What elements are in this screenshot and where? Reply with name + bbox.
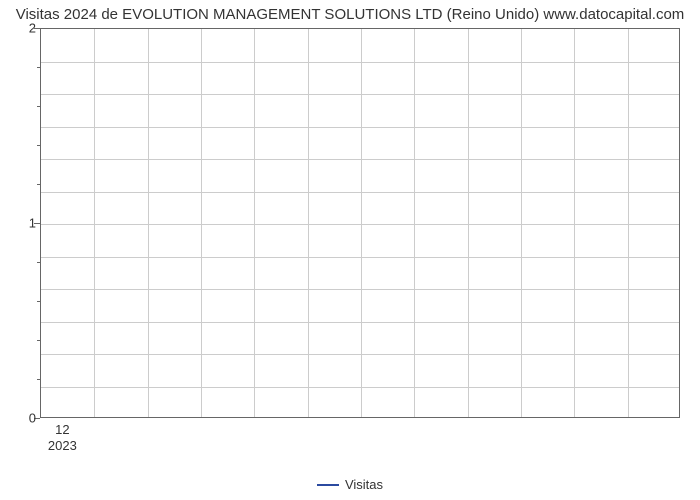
y-tick-minor bbox=[37, 67, 40, 68]
gridline-horizontal bbox=[41, 322, 679, 323]
gridline-horizontal bbox=[41, 94, 679, 95]
y-tick-label: 2 bbox=[6, 21, 36, 36]
x-tick-label: 12 bbox=[55, 422, 69, 437]
x-tick-sub-label: 2023 bbox=[48, 438, 77, 453]
gridline-vertical bbox=[628, 29, 629, 417]
gridline-vertical bbox=[201, 29, 202, 417]
gridline-horizontal bbox=[41, 62, 679, 63]
gridline-vertical bbox=[468, 29, 469, 417]
legend-label: Visitas bbox=[345, 477, 383, 492]
y-tick-minor bbox=[37, 301, 40, 302]
y-tick-minor bbox=[37, 262, 40, 263]
gridline-horizontal bbox=[41, 159, 679, 160]
gridline-horizontal bbox=[41, 257, 679, 258]
gridline-vertical bbox=[254, 29, 255, 417]
y-tick-minor bbox=[37, 379, 40, 380]
plot-area bbox=[40, 28, 680, 418]
gridline-horizontal bbox=[41, 224, 679, 225]
y-tick-minor bbox=[37, 184, 40, 185]
gridline-horizontal bbox=[41, 387, 679, 388]
gridline-vertical bbox=[414, 29, 415, 417]
gridline-horizontal bbox=[41, 127, 679, 128]
legend-swatch bbox=[317, 484, 339, 486]
gridline-horizontal bbox=[41, 289, 679, 290]
y-tick-minor bbox=[37, 340, 40, 341]
gridline-horizontal bbox=[41, 354, 679, 355]
gridline-vertical bbox=[148, 29, 149, 417]
gridline-vertical bbox=[521, 29, 522, 417]
gridline-vertical bbox=[308, 29, 309, 417]
y-tick-label: 0 bbox=[6, 411, 36, 426]
gridline-horizontal bbox=[41, 192, 679, 193]
gridline-vertical bbox=[361, 29, 362, 417]
gridline-vertical bbox=[574, 29, 575, 417]
chart-legend: Visitas bbox=[0, 476, 700, 492]
gridline-vertical bbox=[94, 29, 95, 417]
y-tick-label: 1 bbox=[6, 216, 36, 231]
chart-title: Visitas 2024 de EVOLUTION MANAGEMENT SOL… bbox=[0, 6, 700, 23]
y-tick-minor bbox=[37, 145, 40, 146]
y-tick-minor bbox=[37, 106, 40, 107]
visits-chart: Visitas 2024 de EVOLUTION MANAGEMENT SOL… bbox=[0, 0, 700, 500]
